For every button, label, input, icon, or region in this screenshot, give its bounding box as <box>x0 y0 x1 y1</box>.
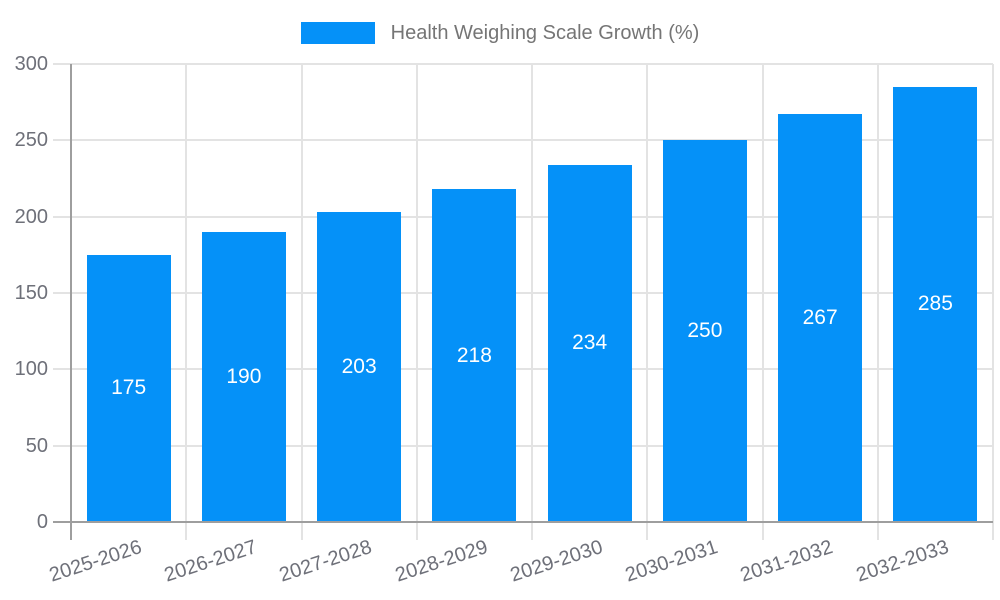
y-gridline <box>53 215 993 218</box>
bar-2027-2028 <box>317 212 402 522</box>
bar-value-label: 234 <box>572 331 608 355</box>
bar-2026-2027 <box>201 231 286 522</box>
bar-value-label: 175 <box>111 376 147 400</box>
y-axis-tick-label: 0 <box>36 511 48 533</box>
bar-2030-2031 <box>662 140 747 522</box>
legend-label: Health Weighing Scale Growth (%) <box>390 22 700 44</box>
bar-value-label: 267 <box>802 306 838 330</box>
legend[interactable]: Health Weighing Scale Growth (%) <box>0 20 1000 46</box>
x-axis-tick-label: 2030-2031 <box>622 536 721 587</box>
x-axis-tick-label: 2032-2033 <box>853 536 952 587</box>
bar-value-label: 285 <box>917 292 953 316</box>
x-gridline <box>415 64 418 540</box>
y-axis-tick-label: 50 <box>25 434 48 457</box>
bar-value-label: 250 <box>687 319 723 343</box>
y-gridline <box>53 292 993 294</box>
x-axis-line <box>53 521 993 523</box>
x-gridline <box>761 64 764 540</box>
bar-2031-2032 <box>778 114 863 522</box>
y-axis-tick-label: 100 <box>14 358 48 381</box>
x-axis-tick-label: 2031-2032 <box>738 536 836 587</box>
x-gridline <box>992 64 994 540</box>
bar-value-label: 218 <box>456 343 492 367</box>
x-gridline <box>185 64 188 540</box>
y-axis-tick-label: 150 <box>14 282 48 304</box>
x-axis-tick-label: 2029-2030 <box>507 536 606 587</box>
bar-2025-2026 <box>86 254 171 522</box>
bar-value-label: 203 <box>341 355 377 379</box>
x-gridline <box>531 64 533 540</box>
x-gridline <box>876 64 879 540</box>
x-axis-tick-label: 2025-2026 <box>46 536 145 587</box>
y-gridline <box>53 368 993 371</box>
y-axis-tick-label: 200 <box>14 205 48 228</box>
y-gridline <box>53 63 993 65</box>
x-gridline <box>300 64 303 540</box>
bar-2032-2033 <box>893 86 978 522</box>
bar-value-label: 190 <box>226 364 262 388</box>
x-gridline <box>646 64 649 540</box>
y-axis-tick-label: 250 <box>14 129 48 152</box>
x-axis-tick-label: 2026-2027 <box>161 536 260 587</box>
y-axis-line <box>70 64 72 540</box>
x-axis-tick-label: 2028-2029 <box>392 536 491 587</box>
bar-2029-2030 <box>547 164 632 522</box>
y-gridline <box>53 444 993 447</box>
bar-2028-2029 <box>432 189 517 522</box>
y-gridline <box>53 139 993 142</box>
legend-swatch-icon <box>300 22 375 44</box>
y-axis-tick-label: 300 <box>14 53 48 75</box>
x-axis-tick-label: 2027-2028 <box>277 536 375 587</box>
